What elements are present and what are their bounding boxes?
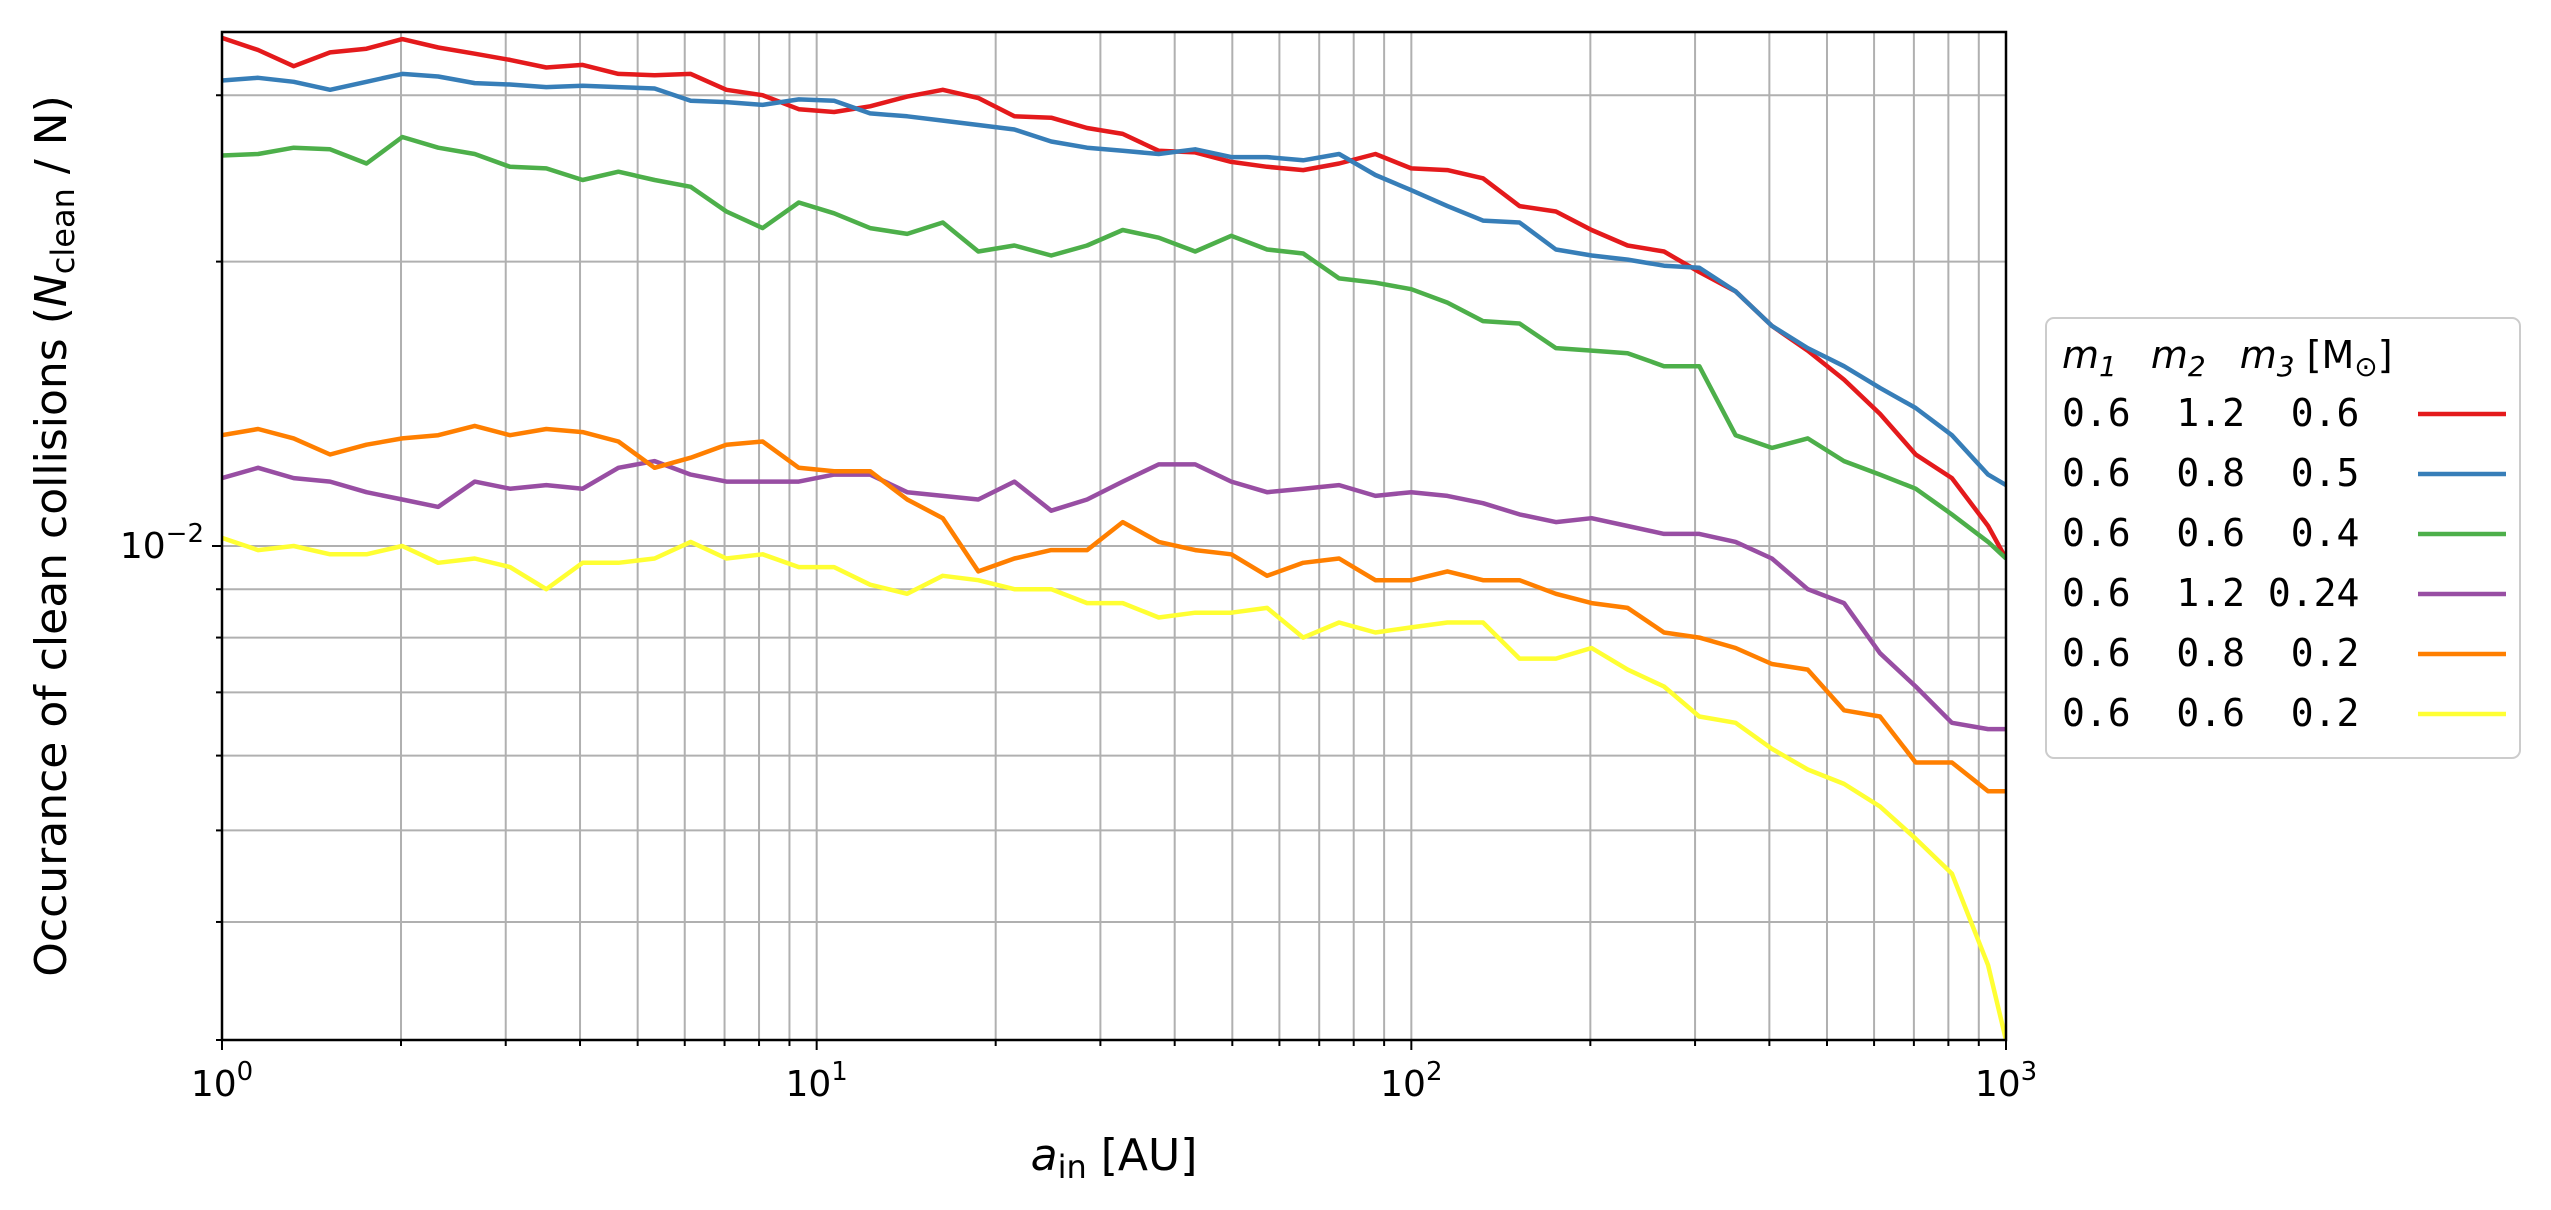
plot-frame <box>220 30 2008 1042</box>
series-line-3 <box>222 134 2006 561</box>
series-line-2 <box>222 71 2006 488</box>
legend: m1 m2 m3 [M⊙] 0.6 1.2 0.60.6 0.8 0.50.6 0.… <box>2045 317 2521 759</box>
x-tick-label: 100 <box>191 1057 253 1105</box>
legend-entry-label: 0.6 0.8 0.5 <box>2062 451 2359 495</box>
series-line-6 <box>222 535 2006 1040</box>
legend-entry-label: 0.6 1.2 0.6 <box>2062 391 2359 435</box>
x-tick-label-exp: 1 <box>831 1057 848 1087</box>
x-tick-label: 103 <box>1975 1057 2037 1105</box>
legend-title-unit-sub: ⊙ <box>2354 350 2377 383</box>
legend-title-m3-sub: 3 <box>2277 350 2295 383</box>
legend-title-m1: m <box>2062 333 2099 377</box>
x-axis-label-unit: [AU] <box>1087 1130 1198 1181</box>
y-axis-label-pre: Occurance of clean collisions ( <box>26 307 77 977</box>
x-tick-label: 102 <box>1380 1057 1442 1105</box>
series-line-4 <box>222 458 2006 732</box>
x-axis-label-var: a <box>1031 1130 1058 1181</box>
x-tick-label-exp: 0 <box>237 1057 254 1087</box>
legend-title-m3: m <box>2240 333 2277 377</box>
y-tick-label-base: 10 <box>120 526 166 567</box>
legend-title-m1-sub: 1 <box>2099 350 2117 383</box>
x-tick-label-base: 10 <box>191 1064 237 1105</box>
legend-entry-label: 0.6 1.2 0.24 <box>2062 571 2359 615</box>
legend-box <box>2045 317 2521 759</box>
legend-title-unit: [M <box>2295 333 2355 377</box>
legend-title-close: ] <box>2378 333 2393 377</box>
legend-entry-label: 0.6 0.6 0.4 <box>2062 511 2359 555</box>
x-tick-label: 101 <box>785 1057 847 1105</box>
y-tick-label-exp: −2 <box>166 519 204 549</box>
x-axis-label-sub: in <box>1058 1148 1087 1186</box>
legend-title-m2-sub: 2 <box>2188 350 2206 383</box>
legend-title-m2: m <box>2151 333 2188 377</box>
y-axis-label-sub: clean <box>44 188 82 274</box>
x-tick-label-base: 10 <box>785 1064 831 1105</box>
x-tick-label-base: 10 <box>1975 1064 2021 1105</box>
legend-entries: 0.6 1.2 0.6 0.6 0.8 0.5 0.6 0.6 0.4 0.6 1.2… <box>2062 391 2506 735</box>
grid <box>221 32 2007 1041</box>
y-axis-label-var: N <box>26 274 77 307</box>
y-tick-label: 10−2 <box>120 519 204 567</box>
series-line-5 <box>222 423 2006 794</box>
y-axis-label-post: / N) <box>26 95 77 188</box>
legend-entry-label: 0.6 0.8 0.2 <box>2062 631 2359 675</box>
legend-entry-label: 0.6 0.6 0.2 <box>2062 691 2359 735</box>
legend-title: m1 m2 m3 [M⊙] <box>2062 333 2393 383</box>
x-axis-label: ain [AU] <box>1031 1130 1198 1186</box>
x-tick-label-exp: 2 <box>1426 1057 1443 1087</box>
x-tick-label-base: 10 <box>1380 1064 1426 1105</box>
series-layer <box>222 35 2006 1040</box>
x-tick-label-exp: 3 <box>2021 1057 2038 1087</box>
y-axis-label: Occurance of clean collisions (Nclean / … <box>26 95 82 977</box>
